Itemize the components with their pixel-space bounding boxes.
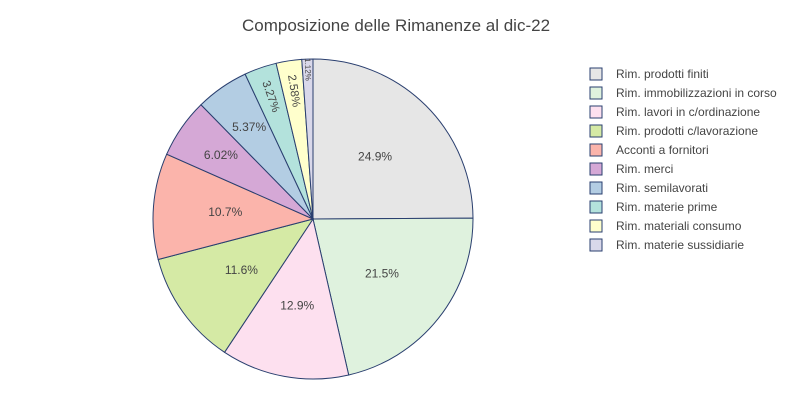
slice-label-rim-prodotti-finiti: 24.9% bbox=[358, 150, 392, 164]
legend-label: Rim. prodotti finiti bbox=[616, 67, 709, 81]
legend-label: Rim. materie sussidiarie bbox=[616, 238, 744, 252]
legend-swatch bbox=[589, 105, 603, 119]
legend-swatch bbox=[589, 219, 603, 233]
legend-item-rim-materiali-consumo[interactable]: Rim. materiali consumo bbox=[589, 219, 742, 233]
legend-item-rim-merci[interactable]: Rim. merci bbox=[589, 162, 673, 176]
legend-swatch bbox=[589, 67, 603, 81]
pie-slice-rim-lavori-in-c-ordinazione bbox=[223, 217, 350, 380]
legend-item-rim-semilavorati[interactable]: Rim. semilavorati bbox=[589, 181, 708, 195]
slice-label-rim-prodotti-c-lavorazione: 11.6% bbox=[225, 263, 258, 277]
legend-label: Rim. materiali consumo bbox=[616, 219, 742, 233]
legend-label: Rim. merci bbox=[616, 162, 673, 176]
legend-swatch bbox=[589, 181, 603, 195]
legend-label: Rim. semilavorati bbox=[616, 181, 708, 195]
slice-label-rim-materiali-consumo: 2.58% bbox=[285, 74, 302, 108]
pie-slices bbox=[152, 58, 474, 380]
pie-slice-rim-prodotti-finiti bbox=[312, 58, 474, 220]
chart-title: Composizione delle Rimanenze al dic-22 bbox=[242, 16, 550, 35]
legend-label: Acconti a fornitori bbox=[616, 143, 709, 157]
legend-swatch bbox=[589, 143, 603, 157]
legend-item-rim-prodotti-finiti[interactable]: Rim. prodotti finiti bbox=[589, 67, 709, 81]
legend-item-rim-materie-sussidiarie[interactable]: Rim. materie sussidiarie bbox=[589, 238, 744, 252]
legend-item-rim-prodotti-c-lavorazione[interactable]: Rim. prodotti c/lavorazione bbox=[589, 124, 758, 138]
legend-swatch bbox=[589, 124, 603, 138]
pie-slice-rim-materie-sussidiarie bbox=[301, 58, 314, 220]
legend-swatch bbox=[589, 86, 603, 100]
slice-label-rim-merci: 6.02% bbox=[204, 148, 238, 162]
legend-label: Rim. materie prime bbox=[616, 200, 718, 214]
legend-label: Rim. immobilizzazioni in corso bbox=[616, 86, 777, 100]
slice-label-rim-semilavorati: 5.37% bbox=[232, 120, 266, 134]
slice-label-acconti-a-fornitori: 10.7% bbox=[208, 205, 242, 219]
legend-swatch bbox=[589, 238, 603, 252]
pie-slice-labels: 24.9%21.5%12.9%11.6%10.7%6.02%5.37%3.27%… bbox=[204, 58, 399, 313]
legend-item-acconti-a-fornitori[interactable]: Acconti a fornitori bbox=[589, 143, 709, 157]
chart-legend: Rim. prodotti finiti Rim. immobilizzazion… bbox=[589, 67, 777, 252]
legend-label: Rim. lavori in c/ordinazione bbox=[616, 105, 760, 119]
slice-label-rim-materie-sussidiarie: 1.12% bbox=[303, 58, 313, 81]
legend-item-rim-materie-prime[interactable]: Rim. materie prime bbox=[589, 200, 718, 214]
legend-label: Rim. prodotti c/lavorazione bbox=[616, 124, 758, 138]
pie-slice-acconti-a-fornitori bbox=[152, 153, 315, 261]
pie-slice-rim-prodotti-c-lavorazione bbox=[157, 218, 315, 354]
pie-slice-rim-immobilizzazioni-in-corso bbox=[312, 217, 474, 376]
legend-swatch bbox=[589, 200, 603, 214]
legend-item-rim-immobilizzazioni-in-corso[interactable]: Rim. immobilizzazioni in corso bbox=[589, 86, 777, 100]
slice-label-rim-immobilizzazioni-in-corso: 21.5% bbox=[365, 267, 399, 281]
slice-label-rim-lavori-in-c-ordinazione: 12.9% bbox=[280, 299, 314, 313]
legend-item-rim-lavori-in-c-ordinazione[interactable]: Rim. lavori in c/ordinazione bbox=[589, 105, 760, 119]
legend-swatch bbox=[589, 162, 603, 176]
